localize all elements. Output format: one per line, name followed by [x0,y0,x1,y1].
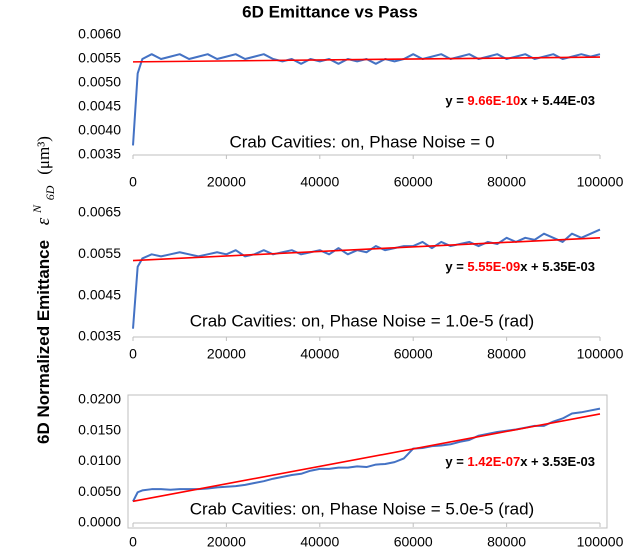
figure-title: 6D Emittance vs Pass [242,2,418,21]
y-axis-label: 6D Normalized Emittance ε N 6D (μm³) [27,136,59,444]
equation-part: 1.42E-07 [467,454,520,469]
y-tick-label: 0.0045 [78,286,121,302]
plot-frame [127,394,608,529]
y-label-symbol: ε [33,217,54,225]
x-tick-label: 20000 [207,534,246,550]
y-tick-label: 0.0060 [78,26,121,42]
x-tick-label: 80000 [487,346,526,362]
y-tick-label: 0.0065 [78,204,121,220]
equation-part: y = [445,454,467,469]
y-tick-label: 0.0055 [78,50,121,66]
panel-annotation: Crab Cavities: on, Phase Noise = 0 [229,132,494,151]
y-label-sub: 6D [43,185,57,200]
equation-part: 5.55E-09 [467,259,520,274]
x-tick-label: 100000 [577,174,624,190]
y-tick-label: 0.0150 [78,421,121,437]
equation-part: y = [445,259,467,274]
y-tick-label: 0.0035 [78,328,121,344]
y-tick-label: 0.0000 [78,514,121,530]
x-tick-label: 80000 [487,174,526,190]
y-tick-label: 0.0200 [78,391,121,407]
y-tick-label: 0.0035 [78,146,121,162]
x-tick-label: 0 [129,346,137,362]
panel-annotation: Crab Cavities: on, Phase Noise = 5.0e-5 … [190,499,534,518]
equation-part: x + 5.35E-03 [520,259,595,274]
x-tick-label: 80000 [487,534,526,550]
equation-part: y = [445,93,467,108]
equation-part: x + 5.44E-03 [520,93,595,108]
y-tick-label: 0.0050 [78,483,121,499]
trend-line [132,56,601,63]
y-tick-label: 0.0050 [78,74,121,90]
y-label-unit: (μm³) [34,136,53,175]
y-label-text: 6D Normalized Emittance [34,240,53,444]
x-tick-label: 60000 [394,174,433,190]
data-line [132,228,601,329]
y-tick-label: 0.0040 [78,122,121,138]
y-label-sup: N [30,204,44,214]
panel-annotation: Crab Cavities: on, Phase Noise = 1.0e-5 … [190,311,534,330]
x-tick-label: 60000 [394,346,433,362]
trend-line [132,413,601,503]
x-tick-label: 40000 [300,174,339,190]
y-tick-label: 0.0045 [78,98,121,114]
y-tick-label: 0.0055 [78,245,121,261]
y-tick-label: 0.0100 [78,452,121,468]
x-tick-label: 100000 [577,346,624,362]
trend-equation: y = 1.42E-07x + 3.53E-03 [445,454,595,469]
trend-line [132,237,601,262]
x-tick-label: 100000 [577,534,624,550]
x-tick-label: 40000 [300,346,339,362]
equation-part: 9.66E-10 [467,93,520,108]
trend-equation: y = 5.55E-09x + 5.35E-03 [445,259,595,274]
x-tick-label: 0 [129,174,137,190]
x-tick-label: 40000 [300,534,339,550]
x-tick-label: 0 [129,534,137,550]
x-tick-label: 20000 [207,174,246,190]
equation-part: x + 3.53E-03 [520,454,595,469]
x-tick-label: 20000 [207,346,246,362]
trend-equation: y = 9.66E-10x + 5.44E-03 [445,93,595,108]
x-tick-label: 60000 [394,534,433,550]
